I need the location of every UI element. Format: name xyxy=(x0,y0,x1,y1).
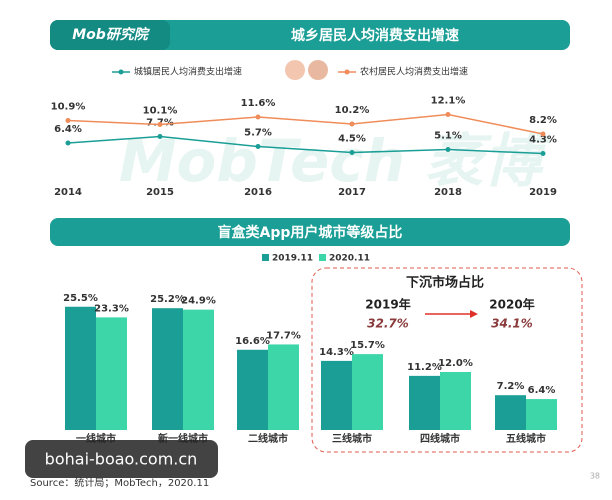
bar xyxy=(237,349,268,430)
data-label: 8.2% xyxy=(529,115,557,126)
data-label: 16.6% xyxy=(235,336,270,347)
x-tick-label: 2017 xyxy=(338,187,366,198)
bar xyxy=(495,395,526,430)
legend-label: 农村居民人均消费支出增速 xyxy=(360,66,468,78)
legend-swatch xyxy=(262,254,269,261)
title-banner xyxy=(50,218,570,246)
bar xyxy=(152,308,183,430)
legend-label: 2019.11 xyxy=(272,254,313,264)
bar xyxy=(321,360,352,430)
point xyxy=(157,122,163,127)
data-label: 6.4% xyxy=(54,124,82,135)
data-label: 17.7% xyxy=(266,330,301,341)
legend-swatch xyxy=(344,69,350,75)
point xyxy=(255,144,261,149)
data-label: 14.3% xyxy=(319,347,354,358)
bar xyxy=(183,309,214,430)
x-tick-label: 四线城市 xyxy=(420,432,460,445)
annotation-value: 32.7% xyxy=(367,317,409,331)
point xyxy=(255,114,261,120)
data-label: 12.0% xyxy=(438,358,473,369)
overlay-bg xyxy=(25,440,218,478)
point xyxy=(540,131,546,137)
data-label: 5.1% xyxy=(434,131,462,142)
title-banner xyxy=(50,20,570,50)
arrow-head xyxy=(470,310,478,318)
x-tick-label: 三线城市 xyxy=(332,432,372,445)
data-label: 12.1% xyxy=(431,96,466,107)
bar xyxy=(352,354,383,430)
annotation-value: 34.1% xyxy=(491,317,533,331)
data-label: 25.2% xyxy=(150,294,185,305)
annotation-label: 2020年 xyxy=(489,297,534,312)
x-tick-label: 2018 xyxy=(434,187,462,198)
data-label: 7.2% xyxy=(497,381,525,392)
overlay-text: bohai-boao.com.cn xyxy=(45,450,198,469)
data-label: 4.5% xyxy=(338,134,366,145)
data-label: 11.2% xyxy=(407,362,442,373)
data-label: 15.7% xyxy=(350,340,385,351)
annotation-box xyxy=(311,267,583,453)
bar xyxy=(268,344,299,430)
point xyxy=(445,112,451,117)
legend-label: 城镇居民人均消费支出增速 xyxy=(134,66,242,78)
data-label: 25.5% xyxy=(63,293,98,304)
icon xyxy=(285,60,305,80)
bar xyxy=(526,399,557,430)
point xyxy=(65,118,71,123)
data-label: 11.6% xyxy=(241,98,276,109)
series-line xyxy=(67,135,544,155)
icon xyxy=(308,60,328,80)
annotation-title: 下沉市场占比 xyxy=(406,275,484,291)
x-tick-label: 2019 xyxy=(529,187,557,198)
point xyxy=(445,147,451,152)
x-tick-label: 2015 xyxy=(146,187,174,198)
data-label: 23.3% xyxy=(94,303,129,314)
point xyxy=(540,151,546,156)
annotation-label: 2019年 xyxy=(365,297,410,312)
bar xyxy=(65,306,96,430)
chart-title: 城乡居民人均消费支出增速 xyxy=(291,27,459,44)
data-label: 5.7% xyxy=(244,128,272,139)
x-tick-label: 五线城市 xyxy=(506,432,546,445)
point xyxy=(349,150,355,155)
data-label: 4.3% xyxy=(529,135,557,146)
point xyxy=(65,140,71,146)
series-line xyxy=(67,113,544,135)
bar xyxy=(440,372,471,430)
watermark: MobTech 袤博 xyxy=(119,127,551,195)
chart-title: 盲盒类App用户城市等级占比 xyxy=(218,224,403,241)
x-tick-label: 二线城市 xyxy=(248,432,288,445)
data-label: 10.1% xyxy=(143,106,178,117)
data-label: 6.4% xyxy=(528,385,556,396)
logo: Mob研究院 xyxy=(72,26,151,43)
point xyxy=(349,121,355,127)
legend-swatch xyxy=(319,254,326,261)
page-number: 38 xyxy=(590,472,600,481)
legend-swatch xyxy=(118,69,124,75)
source: Source：统计局；MobTech，2020.11 xyxy=(30,476,209,489)
x-tick-label: 2014 xyxy=(54,187,82,198)
bar xyxy=(409,375,440,430)
point xyxy=(157,134,163,139)
legend-label: 2020.11 xyxy=(329,254,370,264)
logo-bg xyxy=(50,20,170,50)
bar xyxy=(96,317,127,430)
data-label: 10.2% xyxy=(335,105,370,116)
data-label: 24.9% xyxy=(181,296,216,307)
data-label: 10.9% xyxy=(51,102,86,113)
x-tick-label: 2016 xyxy=(244,187,272,198)
